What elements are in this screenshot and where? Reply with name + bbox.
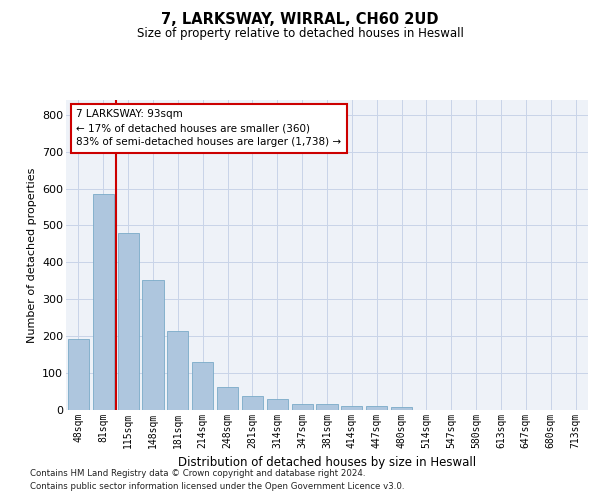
Bar: [167, 330, 188, 410]
Text: 7, LARKSWAY, WIRRAL, CH60 2UD: 7, LARKSWAY, WIRRAL, CH60 2UD: [161, 12, 439, 28]
X-axis label: Distribution of detached houses by size in Heswall: Distribution of detached houses by size …: [178, 456, 476, 469]
Text: Contains HM Land Registry data © Crown copyright and database right 2024.: Contains HM Land Registry data © Crown c…: [30, 468, 365, 477]
Bar: [391, 408, 412, 410]
Bar: [68, 339, 89, 410]
Bar: [118, 233, 139, 410]
Bar: [316, 404, 338, 410]
Bar: [142, 280, 164, 410]
Text: 7 LARKSWAY: 93sqm
← 17% of detached houses are smaller (360)
83% of semi-detache: 7 LARKSWAY: 93sqm ← 17% of detached hous…: [76, 110, 341, 148]
Y-axis label: Number of detached properties: Number of detached properties: [26, 168, 37, 342]
Bar: [341, 406, 362, 410]
Bar: [366, 406, 387, 410]
Bar: [192, 362, 213, 410]
Bar: [267, 399, 288, 410]
Bar: [292, 404, 313, 410]
Bar: [93, 194, 114, 410]
Bar: [217, 387, 238, 410]
Bar: [242, 396, 263, 410]
Text: Size of property relative to detached houses in Heswall: Size of property relative to detached ho…: [137, 28, 463, 40]
Text: Contains public sector information licensed under the Open Government Licence v3: Contains public sector information licen…: [30, 482, 404, 491]
